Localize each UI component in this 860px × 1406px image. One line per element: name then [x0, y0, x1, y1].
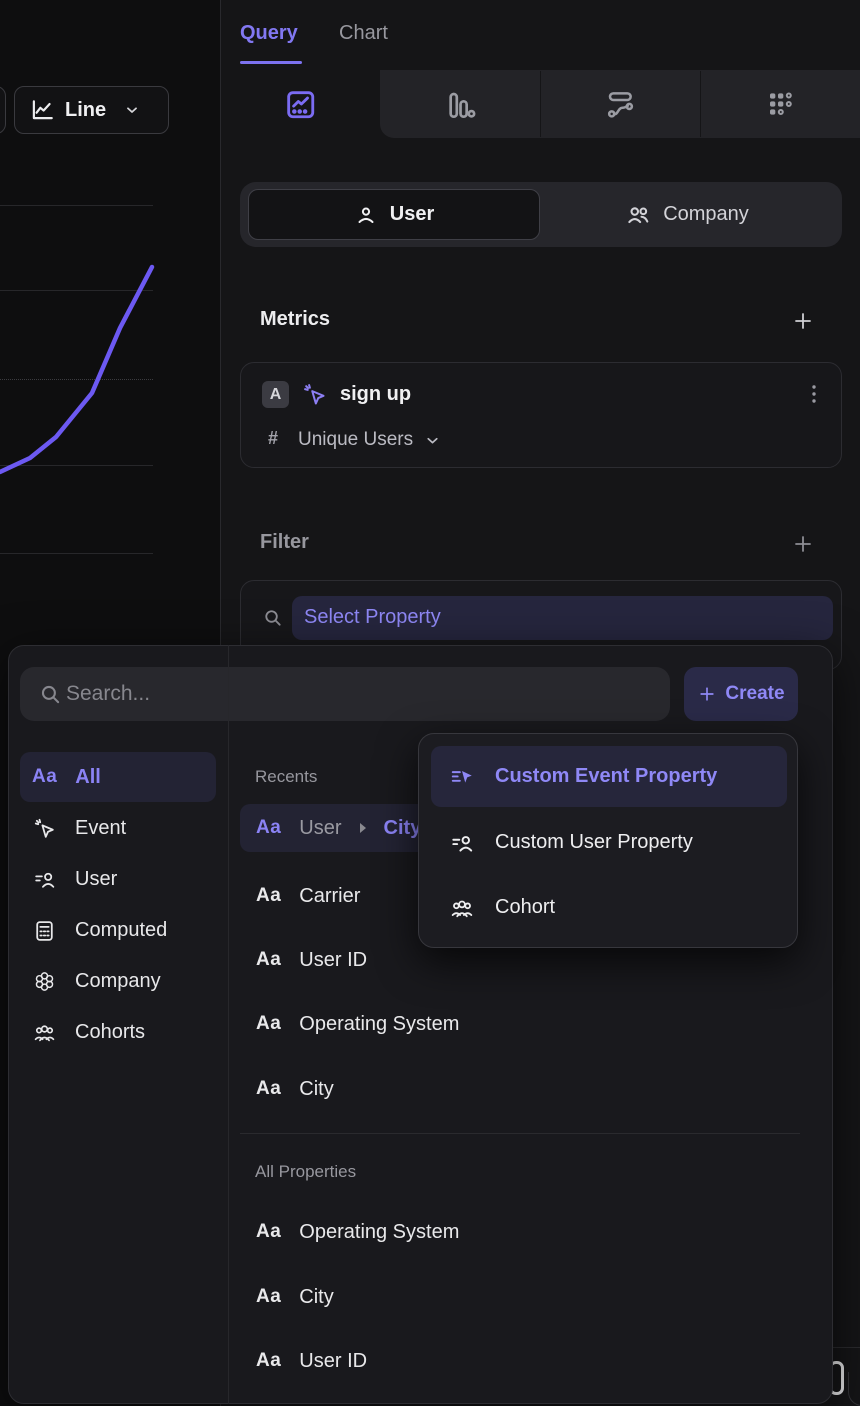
view-tab-retention[interactable] [700, 70, 860, 138]
text-type-icon: Aa [256, 1221, 282, 1242]
recent-row[interactable]: Aa Carrier [256, 884, 361, 907]
chart-gridline [0, 290, 153, 291]
tab-query[interactable]: Query [240, 22, 298, 44]
category-cohorts[interactable]: Cohorts [20, 1007, 216, 1057]
property-row[interactable]: Aa Operating System [256, 1220, 460, 1243]
category-event[interactable]: Event [20, 803, 216, 853]
property-row[interactable]: Aa User ID [256, 1349, 368, 1372]
person-icon [354, 203, 378, 227]
text-type-icon: Aa [256, 817, 282, 838]
view-tab-insights[interactable] [220, 70, 380, 138]
flows-icon [604, 88, 636, 120]
text-type-icon: Aa [256, 1013, 282, 1034]
picker-divider [228, 645, 229, 1404]
menu-item-cohort[interactable]: Cohort [431, 877, 787, 938]
text-type-icon: Aa [256, 885, 282, 906]
company-cluster-icon [32, 969, 57, 994]
category-company[interactable]: Company [20, 956, 216, 1006]
category-user[interactable]: User [20, 854, 216, 904]
toggle-user[interactable]: User [248, 189, 540, 240]
metric-series-badge: A [262, 381, 289, 408]
tab-chart[interactable]: Chart [339, 22, 388, 44]
people-icon [625, 202, 651, 228]
line-chart-icon [29, 97, 55, 123]
add-metric-button[interactable] [790, 308, 816, 334]
chart-type-label: Line [65, 98, 107, 121]
search-icon [37, 681, 63, 707]
aggregation-selector[interactable]: Unique Users [298, 429, 414, 450]
event-property-icon [449, 764, 475, 790]
text-type-icon: Aa [32, 766, 58, 787]
view-tab-divider [700, 71, 701, 137]
filter-title: Filter [260, 531, 309, 553]
user-property-icon [32, 867, 57, 892]
view-tab-flows[interactable] [540, 70, 700, 138]
create-button-label: Create [725, 683, 785, 704]
cohorts-icon [32, 1020, 57, 1045]
event-cursor-icon [32, 816, 57, 841]
add-filter-button[interactable] [790, 531, 816, 557]
toggle-user-label: User [389, 203, 435, 225]
search-icon [261, 606, 284, 629]
user-property-icon [449, 830, 475, 856]
recent-row[interactable]: Aa Operating System [256, 1012, 460, 1035]
category-all[interactable]: Aa All [20, 752, 216, 802]
insights-icon [283, 87, 317, 121]
background-divider [833, 1347, 860, 1348]
metric-event-name[interactable]: sign up [340, 383, 412, 405]
create-button[interactable]: Create [684, 667, 798, 721]
picker-search-input[interactable] [66, 668, 656, 720]
recent-row[interactable]: Aa User ID [256, 948, 368, 971]
text-type-icon: Aa [256, 1350, 282, 1371]
metrics-title: Metrics [260, 308, 331, 330]
category-computed[interactable]: Computed [20, 905, 216, 955]
menu-item-custom-event-property[interactable]: Custom Event Property [431, 746, 787, 807]
chart-gridline [0, 553, 153, 554]
plus-icon [697, 684, 717, 704]
chart-type-dropdown[interactable]: Line [14, 86, 169, 134]
chart-toolbar-sibling-button[interactable] [0, 86, 6, 134]
metric-card [240, 362, 842, 468]
cohort-icon [449, 895, 475, 921]
text-type-icon: Aa [256, 949, 282, 970]
view-tab-divider [540, 71, 541, 137]
toggle-company-label: Company [663, 203, 749, 225]
active-tab-underline [240, 61, 302, 64]
select-property-field[interactable] [292, 596, 833, 640]
calculator-icon [32, 918, 57, 943]
breadcrumb-arrow-icon [359, 823, 366, 833]
funnels-icon [444, 88, 476, 120]
chart-gridline [0, 465, 153, 466]
select-property-placeholder: Select Property [304, 606, 441, 628]
toggle-company[interactable]: Company [540, 189, 834, 240]
text-type-icon: Aa [256, 1286, 282, 1307]
view-tab-funnels[interactable] [380, 70, 540, 138]
retention-icon [764, 88, 796, 120]
section-divider [240, 1133, 800, 1134]
chevron-down-icon [424, 432, 441, 449]
chart-gridline-dashed [0, 379, 153, 380]
chevron-down-icon [124, 102, 140, 118]
recent-selected-row[interactable]: Aa User City [240, 804, 421, 852]
text-type-icon: Aa [256, 1078, 282, 1099]
recents-header: Recents [255, 767, 318, 786]
trend-line [0, 264, 155, 475]
recent-row[interactable]: Aa City [256, 1077, 334, 1100]
event-cursor-icon [301, 381, 328, 408]
number-symbol: # [268, 428, 279, 448]
chart-gridline [0, 205, 153, 206]
kebab-menu-icon[interactable] [802, 381, 826, 407]
menu-item-custom-user-property[interactable]: Custom User Property [431, 812, 787, 873]
all-properties-header: All Properties [255, 1162, 357, 1181]
property-row[interactable]: Aa City [256, 1285, 334, 1308]
